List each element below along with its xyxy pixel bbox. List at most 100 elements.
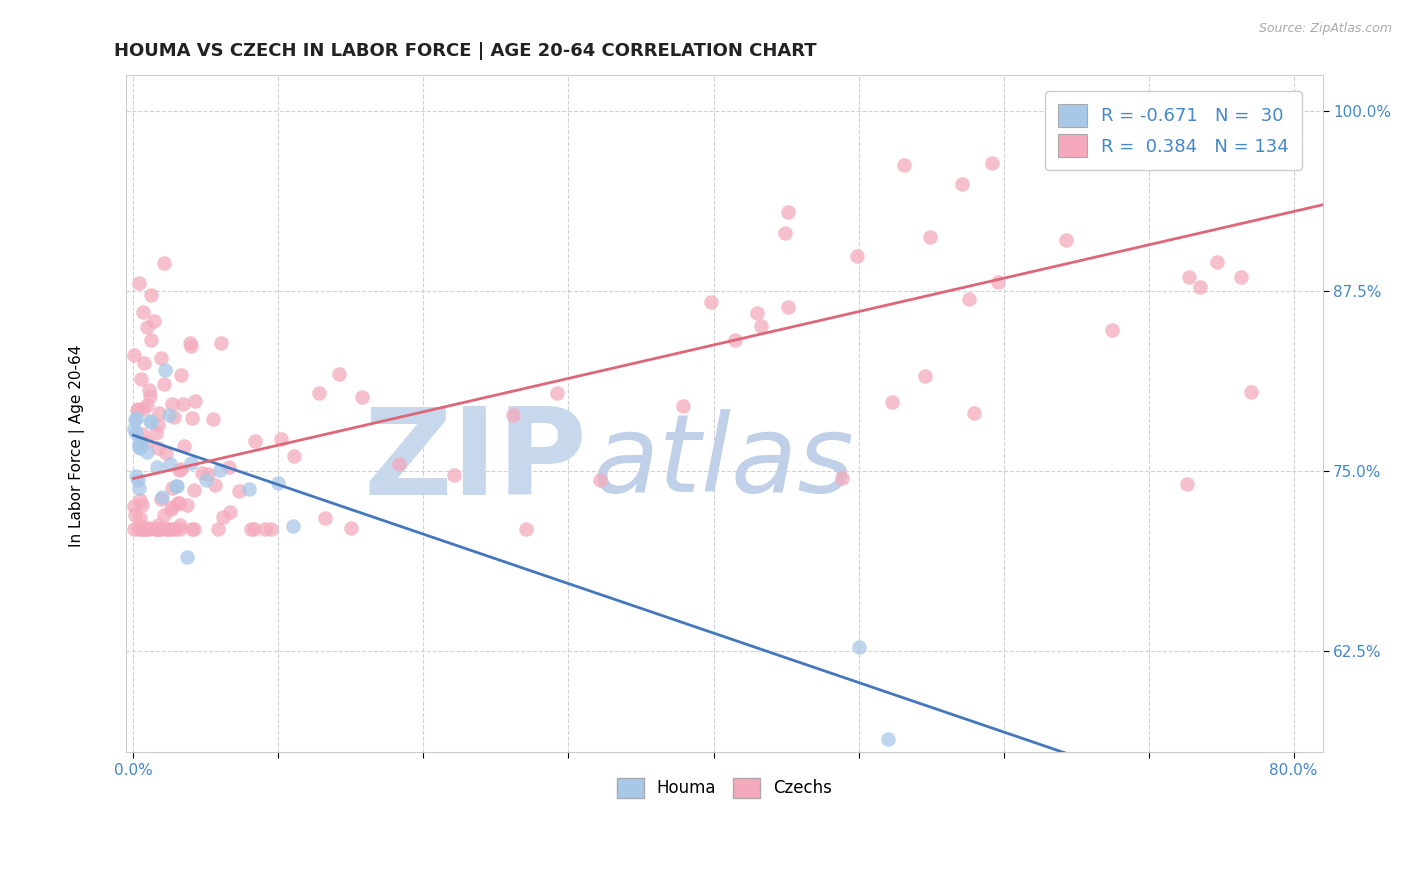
Point	[160, 500, 183, 515]
Point	[179, 339, 201, 353]
Point	[1178, 270, 1201, 285]
Point	[148, 518, 170, 533]
Point	[136, 445, 159, 459]
Point	[723, 333, 745, 347]
Point	[1101, 323, 1123, 337]
Point	[179, 336, 201, 351]
Point	[920, 229, 942, 244]
Point	[127, 473, 149, 487]
Point	[135, 435, 157, 450]
Point	[139, 416, 162, 430]
Point	[197, 467, 219, 482]
Point	[963, 406, 986, 420]
Point	[148, 441, 170, 455]
Point	[167, 462, 190, 476]
Point	[153, 256, 176, 270]
Point	[129, 442, 152, 456]
Point	[160, 522, 183, 536]
Point	[125, 426, 148, 441]
Point	[124, 348, 146, 362]
Point	[270, 432, 292, 446]
Point	[125, 468, 148, 483]
Point	[243, 522, 266, 536]
Point	[1240, 384, 1263, 399]
Point	[149, 522, 172, 536]
Point	[184, 393, 207, 408]
Point	[129, 511, 152, 525]
Text: Source: ZipAtlas.com: Source: ZipAtlas.com	[1258, 22, 1392, 36]
Point	[129, 372, 152, 386]
Point	[546, 386, 568, 401]
Point	[207, 522, 229, 536]
Point	[845, 249, 868, 263]
Point	[745, 306, 768, 320]
Point	[212, 510, 235, 524]
Point	[981, 155, 1004, 169]
Point	[167, 495, 190, 509]
Point	[138, 383, 160, 397]
Point	[209, 462, 232, 476]
Point	[136, 399, 159, 413]
Point	[243, 434, 266, 448]
Point	[328, 367, 350, 381]
Point	[129, 519, 152, 533]
Point	[160, 397, 183, 411]
Point	[122, 522, 145, 536]
Point	[145, 522, 167, 536]
Point	[191, 466, 214, 480]
Point	[165, 478, 187, 492]
Point	[176, 498, 198, 512]
Point	[148, 406, 170, 420]
Point	[127, 522, 149, 536]
Point	[139, 287, 162, 301]
Point	[183, 483, 205, 498]
Point	[150, 492, 173, 507]
Point	[589, 474, 612, 488]
Point	[138, 521, 160, 535]
Point	[129, 437, 152, 451]
Point	[153, 377, 176, 392]
Point	[218, 504, 240, 518]
Point	[1222, 97, 1244, 112]
Point	[129, 522, 152, 536]
Point	[848, 640, 870, 654]
Point	[209, 336, 232, 351]
Point	[1230, 269, 1253, 284]
Point	[160, 481, 183, 495]
Point	[143, 313, 166, 327]
Text: HOUMA VS CZECH IN LABOR FORCE | AGE 20-64 CORRELATION CHART: HOUMA VS CZECH IN LABOR FORCE | AGE 20-6…	[114, 42, 817, 60]
Point	[127, 403, 149, 417]
Point	[155, 446, 177, 460]
Text: In Labor Force | Age 20-64: In Labor Force | Age 20-64	[69, 345, 86, 547]
Point	[169, 517, 191, 532]
Point	[169, 522, 191, 536]
Point	[128, 436, 150, 450]
Point	[139, 414, 162, 428]
Point	[749, 318, 772, 333]
Point	[180, 411, 202, 425]
Point	[776, 204, 799, 219]
Point	[260, 522, 283, 536]
Point	[124, 500, 146, 514]
Point	[515, 522, 537, 536]
Point	[153, 508, 176, 523]
Point	[893, 158, 915, 172]
Point	[155, 363, 177, 377]
Point	[124, 508, 146, 522]
Point	[253, 522, 276, 536]
Point	[156, 522, 179, 536]
Point	[146, 418, 169, 433]
Point	[157, 408, 180, 422]
Point	[204, 478, 226, 492]
Point	[159, 502, 181, 516]
Point	[1133, 105, 1156, 120]
Point	[132, 356, 155, 370]
Point	[136, 522, 159, 536]
Point	[159, 457, 181, 471]
Point	[1128, 135, 1150, 149]
Point	[170, 462, 193, 476]
Point	[1054, 233, 1077, 247]
Point	[700, 294, 723, 309]
Point	[122, 422, 145, 436]
Point	[180, 456, 202, 470]
